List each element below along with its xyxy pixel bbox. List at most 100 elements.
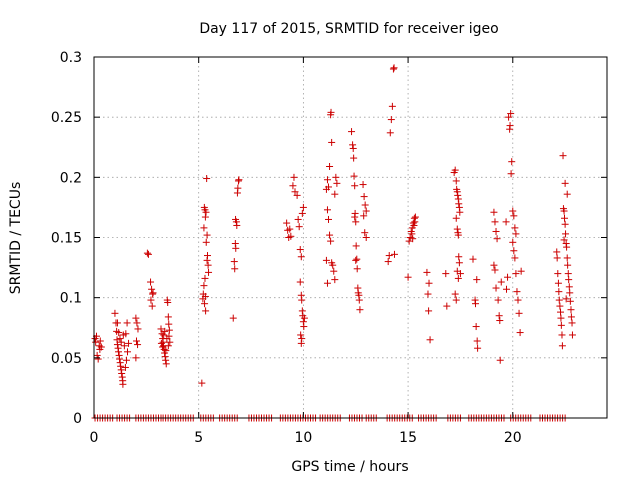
- data-point: [472, 323, 480, 331]
- data-point: [352, 218, 360, 226]
- data-point: [115, 329, 123, 337]
- data-point: [332, 173, 340, 181]
- data-point: [118, 369, 126, 377]
- data-point: [235, 176, 243, 184]
- data-point: [389, 65, 397, 73]
- data-point: [157, 325, 165, 333]
- data-point: [293, 191, 301, 199]
- data-point: [565, 276, 573, 284]
- data-point: [512, 270, 520, 278]
- data-point: [390, 64, 398, 72]
- data-point: [557, 308, 565, 316]
- data-point: [564, 270, 572, 278]
- data-point: [323, 176, 331, 184]
- data-point: [516, 329, 524, 337]
- data-point: [296, 246, 304, 254]
- data-point: [351, 213, 359, 221]
- data-point: [494, 296, 502, 304]
- data-point: [508, 158, 516, 166]
- data-point: [230, 258, 238, 266]
- data-point: [331, 276, 339, 284]
- data-point: [352, 242, 360, 250]
- data-point: [426, 336, 434, 344]
- data-point: [125, 339, 133, 347]
- data-point: [454, 191, 462, 199]
- data-point: [286, 225, 294, 233]
- data-point: [134, 325, 142, 333]
- data-point: [512, 230, 520, 238]
- data-point: [203, 175, 211, 183]
- data-point: [328, 138, 336, 146]
- data-point: [469, 255, 477, 263]
- data-point: [326, 163, 334, 171]
- data-point: [331, 190, 339, 198]
- y-tick-label: 0.05: [51, 351, 82, 367]
- data-point: [330, 267, 338, 275]
- data-point: [491, 218, 499, 226]
- data-point: [114, 348, 122, 356]
- data-point: [123, 319, 131, 327]
- tick-labels: 0 5 10 15 20 0 0.05 0.1 0.15 0.2 0.25 0.3: [51, 50, 522, 446]
- data-point: [298, 209, 306, 217]
- data-point: [408, 230, 416, 238]
- data-point: [491, 266, 499, 274]
- data-point: [502, 285, 510, 293]
- data-point: [291, 188, 299, 196]
- data-point: [473, 276, 481, 284]
- data-point: [349, 141, 357, 149]
- data-point: [200, 282, 208, 290]
- data-point: [562, 295, 570, 303]
- data-point: [566, 297, 574, 305]
- data-point: [474, 344, 482, 352]
- data-point: [559, 152, 567, 160]
- data-point: [568, 331, 576, 339]
- data-point: [233, 221, 241, 229]
- data-point: [229, 314, 237, 322]
- data-point: [300, 323, 308, 331]
- data-point: [454, 274, 462, 282]
- data-point: [359, 181, 367, 189]
- data-point: [349, 144, 357, 152]
- data-point: [147, 278, 155, 286]
- data-point: [162, 360, 170, 368]
- data-point: [323, 206, 331, 214]
- data-point: [384, 258, 392, 266]
- data-point: [568, 319, 576, 327]
- y-tick-label: 0.3: [60, 50, 82, 66]
- data-point: [554, 279, 562, 287]
- data-point: [198, 379, 206, 387]
- data-point: [505, 113, 513, 121]
- x-tick-label: 0: [90, 430, 99, 446]
- data-point: [404, 273, 412, 281]
- data-point: [134, 341, 142, 349]
- data-point: [283, 219, 291, 227]
- data-point: [350, 154, 358, 162]
- data-point: [356, 306, 364, 314]
- data-point: [202, 238, 210, 246]
- data-point: [411, 213, 419, 221]
- data-point: [113, 319, 121, 327]
- data-point: [296, 278, 304, 286]
- data-point: [511, 254, 519, 262]
- data-point: [133, 337, 141, 345]
- data-point: [329, 261, 337, 269]
- data-point: [555, 288, 563, 296]
- data-point: [386, 129, 394, 137]
- data-point: [325, 183, 333, 191]
- data-point: [162, 347, 170, 355]
- data-point: [563, 254, 571, 262]
- data-point: [455, 259, 463, 267]
- data-point: [353, 255, 361, 263]
- points-layer: [91, 64, 576, 422]
- data-point: [454, 231, 462, 239]
- data-point: [558, 331, 566, 339]
- data-point: [497, 278, 505, 286]
- data-point: [443, 302, 451, 310]
- data-point: [355, 296, 363, 304]
- data-point: [567, 306, 575, 314]
- data-point: [452, 214, 460, 222]
- data-point: [388, 102, 396, 110]
- data-point: [333, 179, 341, 187]
